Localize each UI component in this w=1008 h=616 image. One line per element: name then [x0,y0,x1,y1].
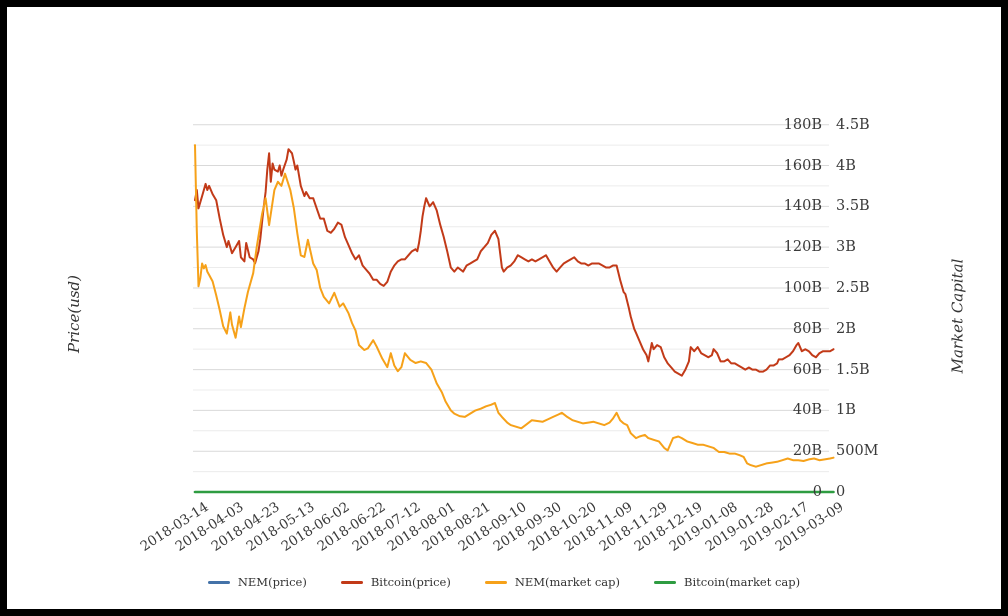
series-line-bitcoin-price- [194,148,835,377]
legend-label: NEM(price) [237,575,307,589]
y-right-tick-label: 1B [836,402,856,419]
bitcoin-market-cap-line-swatch-icon [654,580,676,584]
y-right-tick-label: 1.5B [836,361,870,378]
nem-market-cap-line-swatch-icon [484,580,507,584]
y-left-tick-label: 160B [783,157,822,174]
y-right-tick-label: 3B [836,239,856,256]
legend-item-nem-price: NEM(price) [207,575,307,589]
y-left-tick-label: 0 [812,484,822,500]
bitcoin-price-line-swatch-icon [340,580,363,584]
y-left-tick-label: 80B [792,320,822,337]
y-left-tick-label: 100B [783,279,822,296]
nem-price-line-swatch-icon [207,580,230,584]
y-left-tick-label: 20B [792,443,822,460]
y-right-tick-label: 4B [836,157,856,174]
legend-label: NEM(market cap) [514,575,620,589]
line-chart-plot [193,124,835,494]
y-left-tick-label: 40B [792,402,822,419]
legend-label: Bitcoin(price) [370,575,451,589]
y-right-tick-label: 2.5B [836,279,870,296]
legend-label: Bitcoin(market cap) [684,575,801,589]
y-left-tick-label: 180B [783,116,822,133]
y-left-tick-label: 60B [792,361,822,378]
y-axis-right-title: Market Capital [948,258,967,374]
y-axis-left-title: Price(usd) [65,274,84,354]
y-right-tick-label: 4.5B [836,116,870,133]
y-right-tick-label: 0 [836,484,846,500]
y-right-tick-label: 3.5B [836,198,870,215]
y-left-tick-label: 140B [783,198,822,215]
legend-item-bitcoin-price: Bitcoin(price) [340,575,451,589]
legend-item-bitcoin-market-cap: Bitcoin(market cap) [654,575,800,589]
y-right-tick-label: 2B [836,320,856,337]
legend-item-nem-market-cap: NEM(market cap) [484,575,620,589]
y-left-tick-label: 120B [783,239,822,256]
legend: NEM(price) Bitcoin(price) NEM(market cap… [7,575,1001,589]
y-right-tick-label: 500M [836,443,879,460]
series-line-nem-market-cap- [194,144,835,468]
